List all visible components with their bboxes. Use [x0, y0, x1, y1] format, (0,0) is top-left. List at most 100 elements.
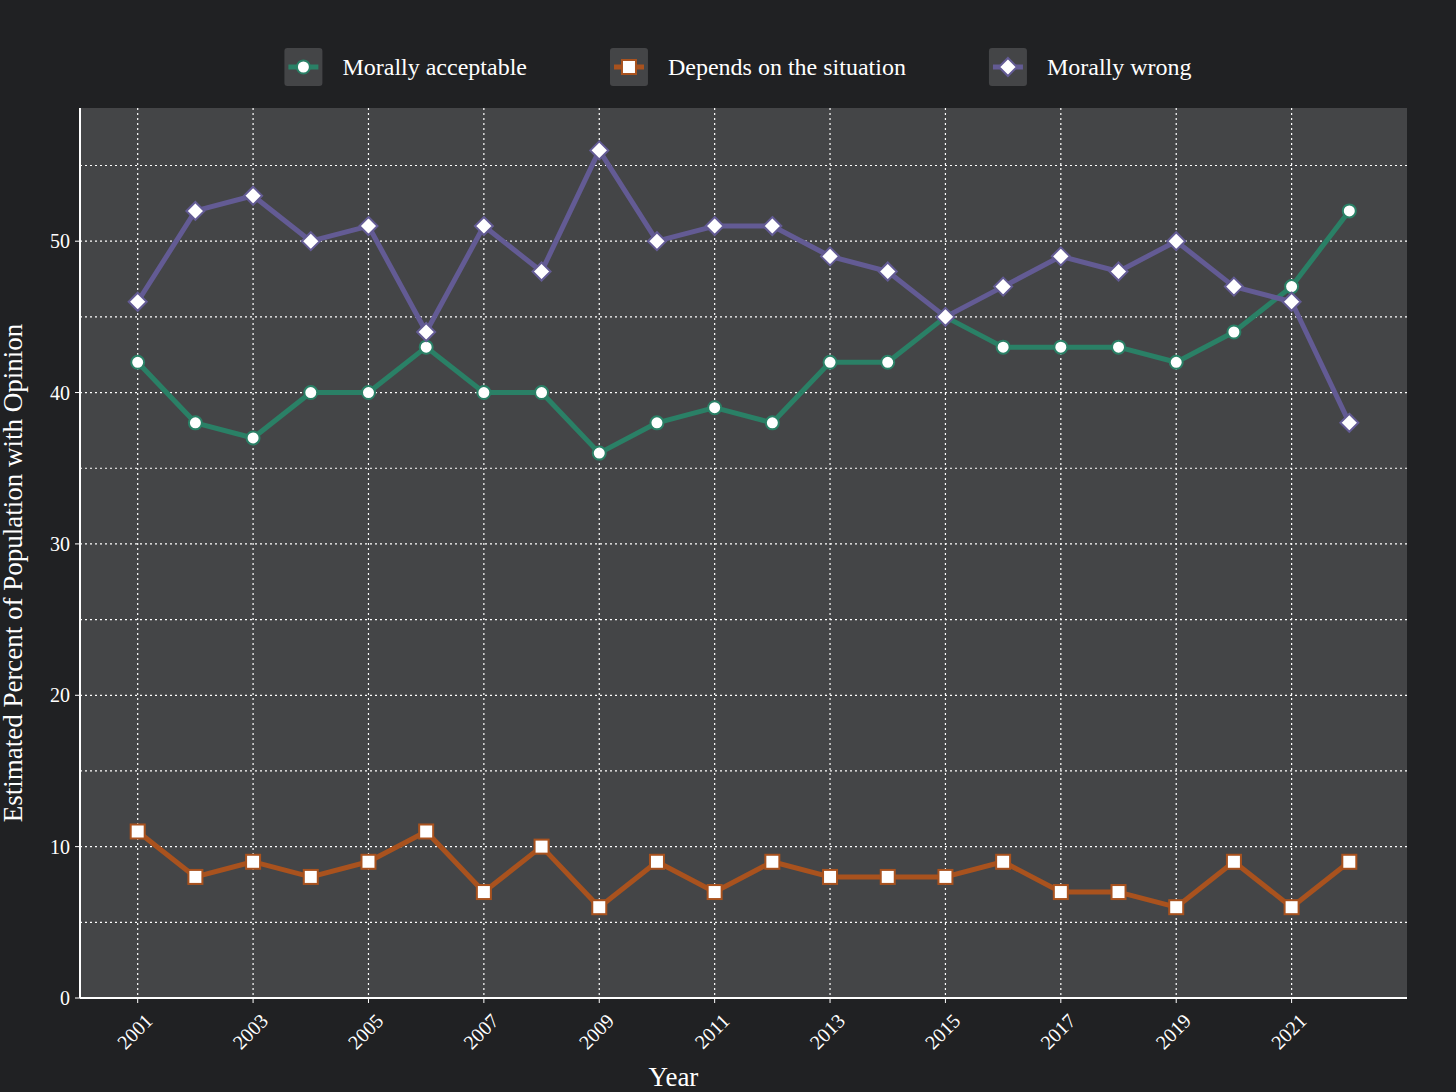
point	[244, 187, 262, 205]
grid-line	[483, 108, 484, 998]
point	[881, 870, 895, 884]
point	[1054, 885, 1068, 899]
point	[996, 855, 1010, 869]
x-axis-line	[80, 997, 1407, 999]
legend-label: Morally acceptable	[342, 54, 527, 80]
point	[708, 401, 721, 414]
point	[189, 416, 202, 429]
series-line	[138, 150, 1350, 422]
x-tick-label: 2005	[344, 1009, 388, 1053]
point	[994, 278, 1012, 296]
y-tick-label: 50	[50, 230, 70, 252]
legend-label: Depends on the situation	[668, 54, 906, 80]
x-tick-label: 2007	[459, 1009, 503, 1053]
point	[304, 386, 317, 399]
grid-line	[599, 108, 600, 998]
grid-line	[137, 108, 138, 998]
minor-grid-line	[80, 468, 1407, 469]
point	[304, 870, 318, 884]
x-axis-title: Year	[649, 1062, 699, 1092]
point	[1054, 341, 1067, 354]
x-tick-label: 2013	[805, 1009, 849, 1053]
x-tick-label: 2017	[1036, 1009, 1080, 1053]
x-tick-label: 2021	[1267, 1009, 1311, 1053]
point	[1342, 855, 1356, 869]
legend-item: Morally wrong	[989, 48, 1192, 86]
minor-grid-line	[80, 770, 1407, 771]
legend-box	[989, 48, 1027, 86]
point	[417, 323, 435, 341]
grid-line	[1291, 108, 1292, 998]
series-line	[138, 832, 1350, 908]
legend-marker	[297, 61, 310, 74]
grid-line	[714, 108, 715, 998]
grid-line	[80, 846, 1407, 847]
point	[1170, 356, 1183, 369]
legend: Morally acceptable Depends on the situati…	[284, 48, 1191, 86]
point	[1110, 262, 1128, 280]
point	[766, 416, 779, 429]
grid	[80, 108, 1407, 998]
point	[650, 855, 664, 869]
point	[938, 870, 952, 884]
point	[593, 447, 606, 460]
point	[1167, 232, 1185, 250]
point	[533, 262, 551, 280]
point	[1285, 280, 1298, 293]
point	[362, 386, 375, 399]
point	[477, 885, 491, 899]
y-tick-label: 30	[50, 533, 70, 555]
grid-line	[945, 108, 946, 998]
background	[0, 0, 1456, 1092]
point	[823, 870, 837, 884]
x-tick-label: 2019	[1151, 1009, 1195, 1053]
point	[131, 825, 145, 839]
point	[475, 217, 493, 235]
point	[247, 431, 260, 444]
point	[477, 386, 490, 399]
grid-line	[80, 241, 1407, 242]
point	[1227, 326, 1240, 339]
legend-item: Depends on the situation	[610, 48, 906, 86]
point	[879, 262, 897, 280]
grid-line	[1060, 108, 1061, 998]
point	[648, 232, 666, 250]
point	[1283, 293, 1301, 311]
y-tick-label: 40	[50, 382, 70, 404]
point	[1340, 414, 1358, 432]
point	[763, 217, 781, 235]
point	[302, 232, 320, 250]
point	[765, 855, 779, 869]
minor-grid-line	[80, 165, 1407, 166]
minor-grid-line	[80, 619, 1407, 620]
point	[129, 293, 147, 311]
legend-label: Morally wrong	[1047, 54, 1192, 80]
x-tick-label: 2011	[690, 1009, 733, 1052]
point	[1225, 278, 1243, 296]
point	[1343, 204, 1356, 217]
legend-item: Morally acceptable	[284, 48, 527, 86]
point	[590, 141, 608, 159]
point	[419, 825, 433, 839]
legend-marker	[622, 60, 636, 74]
x-tick-label: 2009	[574, 1009, 618, 1053]
point	[1169, 900, 1183, 914]
point	[824, 356, 837, 369]
point	[246, 855, 260, 869]
plot-area	[80, 108, 1407, 998]
point	[1112, 341, 1125, 354]
point	[188, 870, 202, 884]
grid-line	[80, 543, 1407, 544]
legend-marker	[999, 58, 1017, 76]
x-tick-label: 2003	[228, 1009, 272, 1053]
point	[708, 885, 722, 899]
point	[936, 308, 954, 326]
grid-line	[80, 392, 1407, 393]
grid-line	[829, 108, 830, 998]
y-tick-label: 10	[50, 836, 70, 858]
point	[420, 341, 433, 354]
point	[361, 855, 375, 869]
y-tick-label: 0	[60, 987, 70, 1009]
point	[1052, 247, 1070, 265]
chart: 0102030405020012003200520072009201120132…	[0, 0, 1456, 1092]
